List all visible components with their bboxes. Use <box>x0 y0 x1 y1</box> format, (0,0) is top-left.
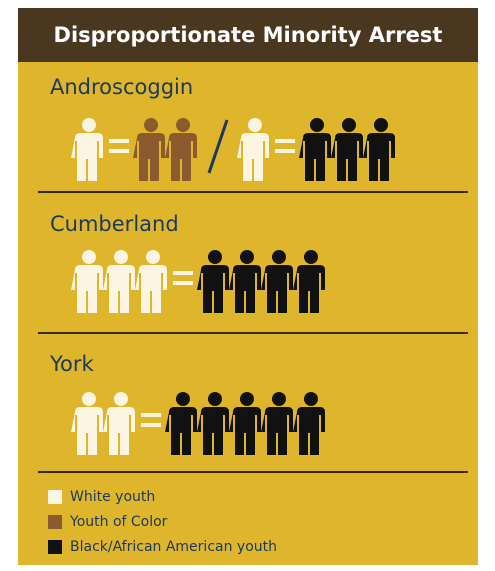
legend-label: Black/African American youth <box>70 539 277 555</box>
icon-body <box>165 133 197 181</box>
equals-sign <box>141 423 161 427</box>
person-icon <box>71 118 103 181</box>
equals-sign <box>173 271 193 275</box>
icon-head <box>82 250 96 264</box>
icon-head <box>304 250 318 264</box>
person-icon <box>229 250 261 313</box>
equals-sign <box>141 413 161 417</box>
icon-body <box>229 265 261 313</box>
person-icon <box>299 118 331 181</box>
person-icon <box>237 118 269 181</box>
section-name: York <box>49 352 95 376</box>
icon-head <box>82 118 96 132</box>
icon-body <box>237 133 269 181</box>
title: Disproportionate Minority Arrest <box>54 23 443 47</box>
legend-swatch <box>48 515 62 529</box>
person-icon <box>293 250 325 313</box>
icon-head <box>114 250 128 264</box>
icon-body <box>197 265 229 313</box>
icon-body <box>165 407 197 455</box>
icon-head <box>272 250 286 264</box>
person-icon <box>197 250 229 313</box>
person-icon <box>261 392 293 455</box>
icon-head <box>208 250 222 264</box>
person-icon <box>331 118 363 181</box>
icon-head <box>272 392 286 406</box>
icon-body <box>103 407 135 455</box>
legend-label: Youth of Color <box>69 514 168 530</box>
person-icon <box>197 392 229 455</box>
person-icon <box>293 392 325 455</box>
icon-head <box>240 392 254 406</box>
icon-body <box>71 265 103 313</box>
icon-head <box>82 392 96 406</box>
legend-swatch <box>48 490 62 504</box>
header-bar <box>18 8 478 62</box>
icon-body <box>293 265 325 313</box>
person-icon <box>135 250 167 313</box>
icon-head <box>176 118 190 132</box>
icon-head <box>304 392 318 406</box>
icon-head <box>374 118 388 132</box>
person-icon <box>71 250 103 313</box>
person-icon <box>261 250 293 313</box>
equals-sign <box>109 149 129 153</box>
equals-sign <box>173 281 193 285</box>
icon-body <box>229 407 261 455</box>
icon-head <box>248 118 262 132</box>
person-icon <box>165 392 197 455</box>
icon-body <box>331 133 363 181</box>
section-name: Androscoggin <box>50 75 193 99</box>
person-icon <box>103 250 135 313</box>
person-icon <box>133 118 165 181</box>
icon-body <box>71 133 103 181</box>
person-icon <box>229 392 261 455</box>
icon-body <box>261 407 293 455</box>
icon-body <box>363 133 395 181</box>
equals-sign <box>275 139 295 143</box>
icon-body <box>103 265 135 313</box>
icon-head <box>208 392 222 406</box>
person-icon <box>103 392 135 455</box>
legend-swatch <box>48 540 62 554</box>
icon-head <box>342 118 356 132</box>
icon-body <box>293 407 325 455</box>
equals-sign <box>109 139 129 143</box>
legend-label: White youth <box>70 489 155 505</box>
icon-body <box>197 407 229 455</box>
icon-head <box>114 392 128 406</box>
icon-head <box>176 392 190 406</box>
section-name: Cumberland <box>50 212 179 236</box>
icon-head <box>144 118 158 132</box>
person-icon <box>71 392 103 455</box>
icon-head <box>310 118 324 132</box>
person-icon <box>165 118 197 181</box>
icon-body <box>71 407 103 455</box>
icon-head <box>146 250 160 264</box>
separator-slash <box>207 119 229 174</box>
icon-head <box>240 250 254 264</box>
icon-body <box>299 133 331 181</box>
icon-body <box>135 265 167 313</box>
equals-sign <box>275 149 295 153</box>
icon-body <box>133 133 165 181</box>
person-icon <box>363 118 395 181</box>
icon-body <box>261 265 293 313</box>
